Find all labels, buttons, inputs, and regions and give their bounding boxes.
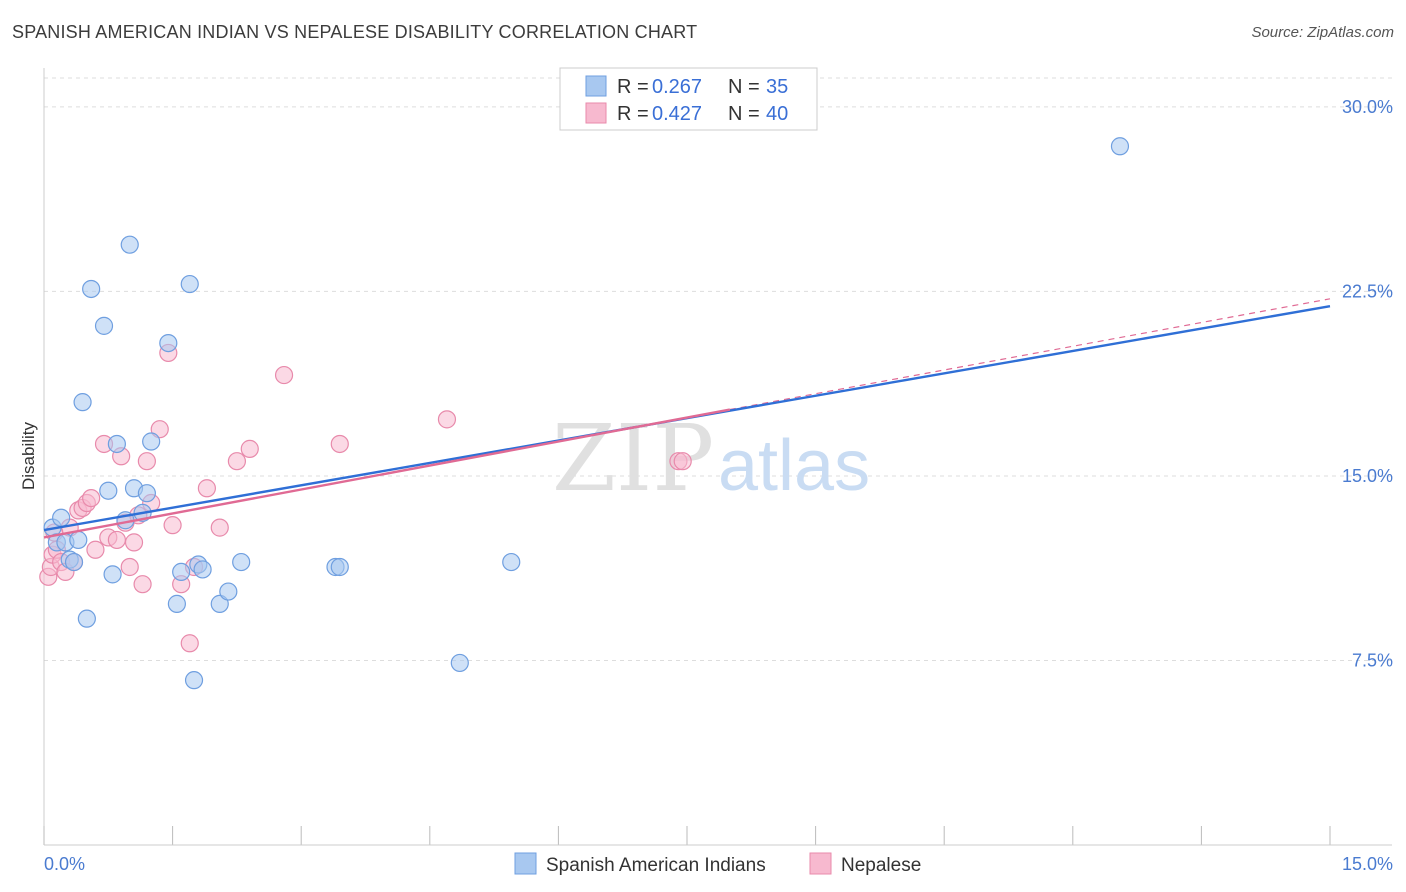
spanish-american-indians-point [69, 530, 88, 550]
nepalese-point [107, 530, 126, 550]
spanish-american-indians-point [450, 653, 469, 673]
spanish-american-indians-point [142, 432, 161, 451]
spanish-american-indians-point [77, 609, 96, 628]
spanish-american-indians-point [180, 274, 199, 294]
spanish-american-indians-point [82, 279, 101, 299]
trend-lines [43, 298, 1331, 539]
spanish-american-indians-point [107, 434, 126, 454]
series-legend-swatch-blue [514, 852, 537, 875]
nepalese-point [210, 518, 229, 537]
nepalese-point [197, 479, 216, 498]
spanish-american-indians-point [330, 557, 349, 577]
y-tick-label: 22.5% [1342, 281, 1393, 301]
y-tick-labels: 7.5% 15.0% 22.5% 30.0% [1342, 97, 1393, 671]
x-tick-labels: 0.0% 15.0% [44, 854, 1393, 874]
spanish-american-indians-point [103, 565, 122, 584]
y-tick-label: 15.0% [1342, 466, 1393, 486]
spanish-american-indians-point [99, 481, 118, 500]
nepalese-point [274, 365, 294, 385]
legend-n-value: 40 [766, 103, 788, 125]
spanish-american-indians-point [193, 560, 212, 579]
nepalese-point [137, 452, 156, 471]
legend-n-label: N = [728, 103, 760, 125]
nepalese-point [82, 488, 101, 508]
spanish-american-indians-point [502, 552, 521, 572]
spanish-american-indians-point [219, 582, 238, 601]
spanish-american-indians-point [64, 552, 84, 572]
grid-lines [44, 77, 1392, 661]
legend-r-value: 0.427 [652, 103, 702, 125]
legend-n-value: 35 [766, 76, 788, 98]
spanish-american-indians-point [184, 671, 204, 690]
nepalese-point [133, 575, 152, 594]
series-legend-label: Nepalese [841, 855, 921, 876]
legend-swatch-pink [585, 102, 607, 124]
spanish-american-indians-point [137, 484, 156, 503]
x-tick-label: 0.0% [44, 854, 85, 874]
legend-r-label: R = [617, 76, 649, 98]
spanish-american-indians-point [167, 594, 186, 613]
spanish-american-indians-point [94, 316, 114, 335]
spanish-american-indians-point [73, 393, 92, 412]
nepalese-point [163, 516, 182, 535]
nepalese-point [673, 452, 692, 471]
y-axis-label: Disability [19, 421, 38, 490]
nepalese-point [120, 557, 139, 577]
spanish-american-indians-point [210, 594, 229, 613]
nepalese-trend-extension [729, 298, 1331, 411]
nepalese-point [124, 533, 144, 552]
series-legend-label: Spanish American Indians [546, 855, 766, 876]
series-legend-swatch-pink [809, 852, 832, 875]
stats-legend: R = 0.267 N = 35 R = 0.427 N = 40 [559, 67, 818, 131]
nepalese-point [86, 540, 105, 559]
chart-title: SPANISH AMERICAN INDIAN VS NEPALESE DISA… [12, 22, 698, 42]
spanish-american-indians-point [232, 552, 251, 572]
x-tick-label: 15.0% [1342, 854, 1393, 874]
nepalese-point [240, 439, 259, 458]
nepalese-point [227, 452, 246, 471]
legend-n-label: N = [728, 76, 760, 98]
spanish-american-indians-point [1110, 137, 1130, 156]
legend-r-label: R = [617, 103, 649, 125]
series-legend: Spanish American Indians Nepalese [514, 852, 921, 876]
legend-swatch-blue [585, 75, 607, 97]
nepalese-point [150, 420, 169, 439]
source-credit: Source: ZipAtlas.com [1251, 24, 1394, 41]
spanish-american-indians-point [52, 508, 71, 527]
nepalese-point [180, 634, 199, 653]
y-tick-label: 30.0% [1342, 97, 1393, 117]
spanish-american-indians-point [120, 235, 139, 254]
nepalese-point [437, 410, 457, 429]
watermark: ZIP atlas [552, 405, 870, 512]
spanish-american-indians-point [159, 333, 178, 353]
watermark-atlas: atlas [718, 426, 870, 506]
legend-r-value: 0.267 [652, 76, 702, 98]
nepalese-point [330, 434, 349, 454]
spanish-american-indians-point [172, 562, 191, 582]
axes [43, 68, 1392, 846]
nepalese-trend-line [43, 408, 731, 539]
y-tick-label: 7.5% [1352, 650, 1393, 670]
